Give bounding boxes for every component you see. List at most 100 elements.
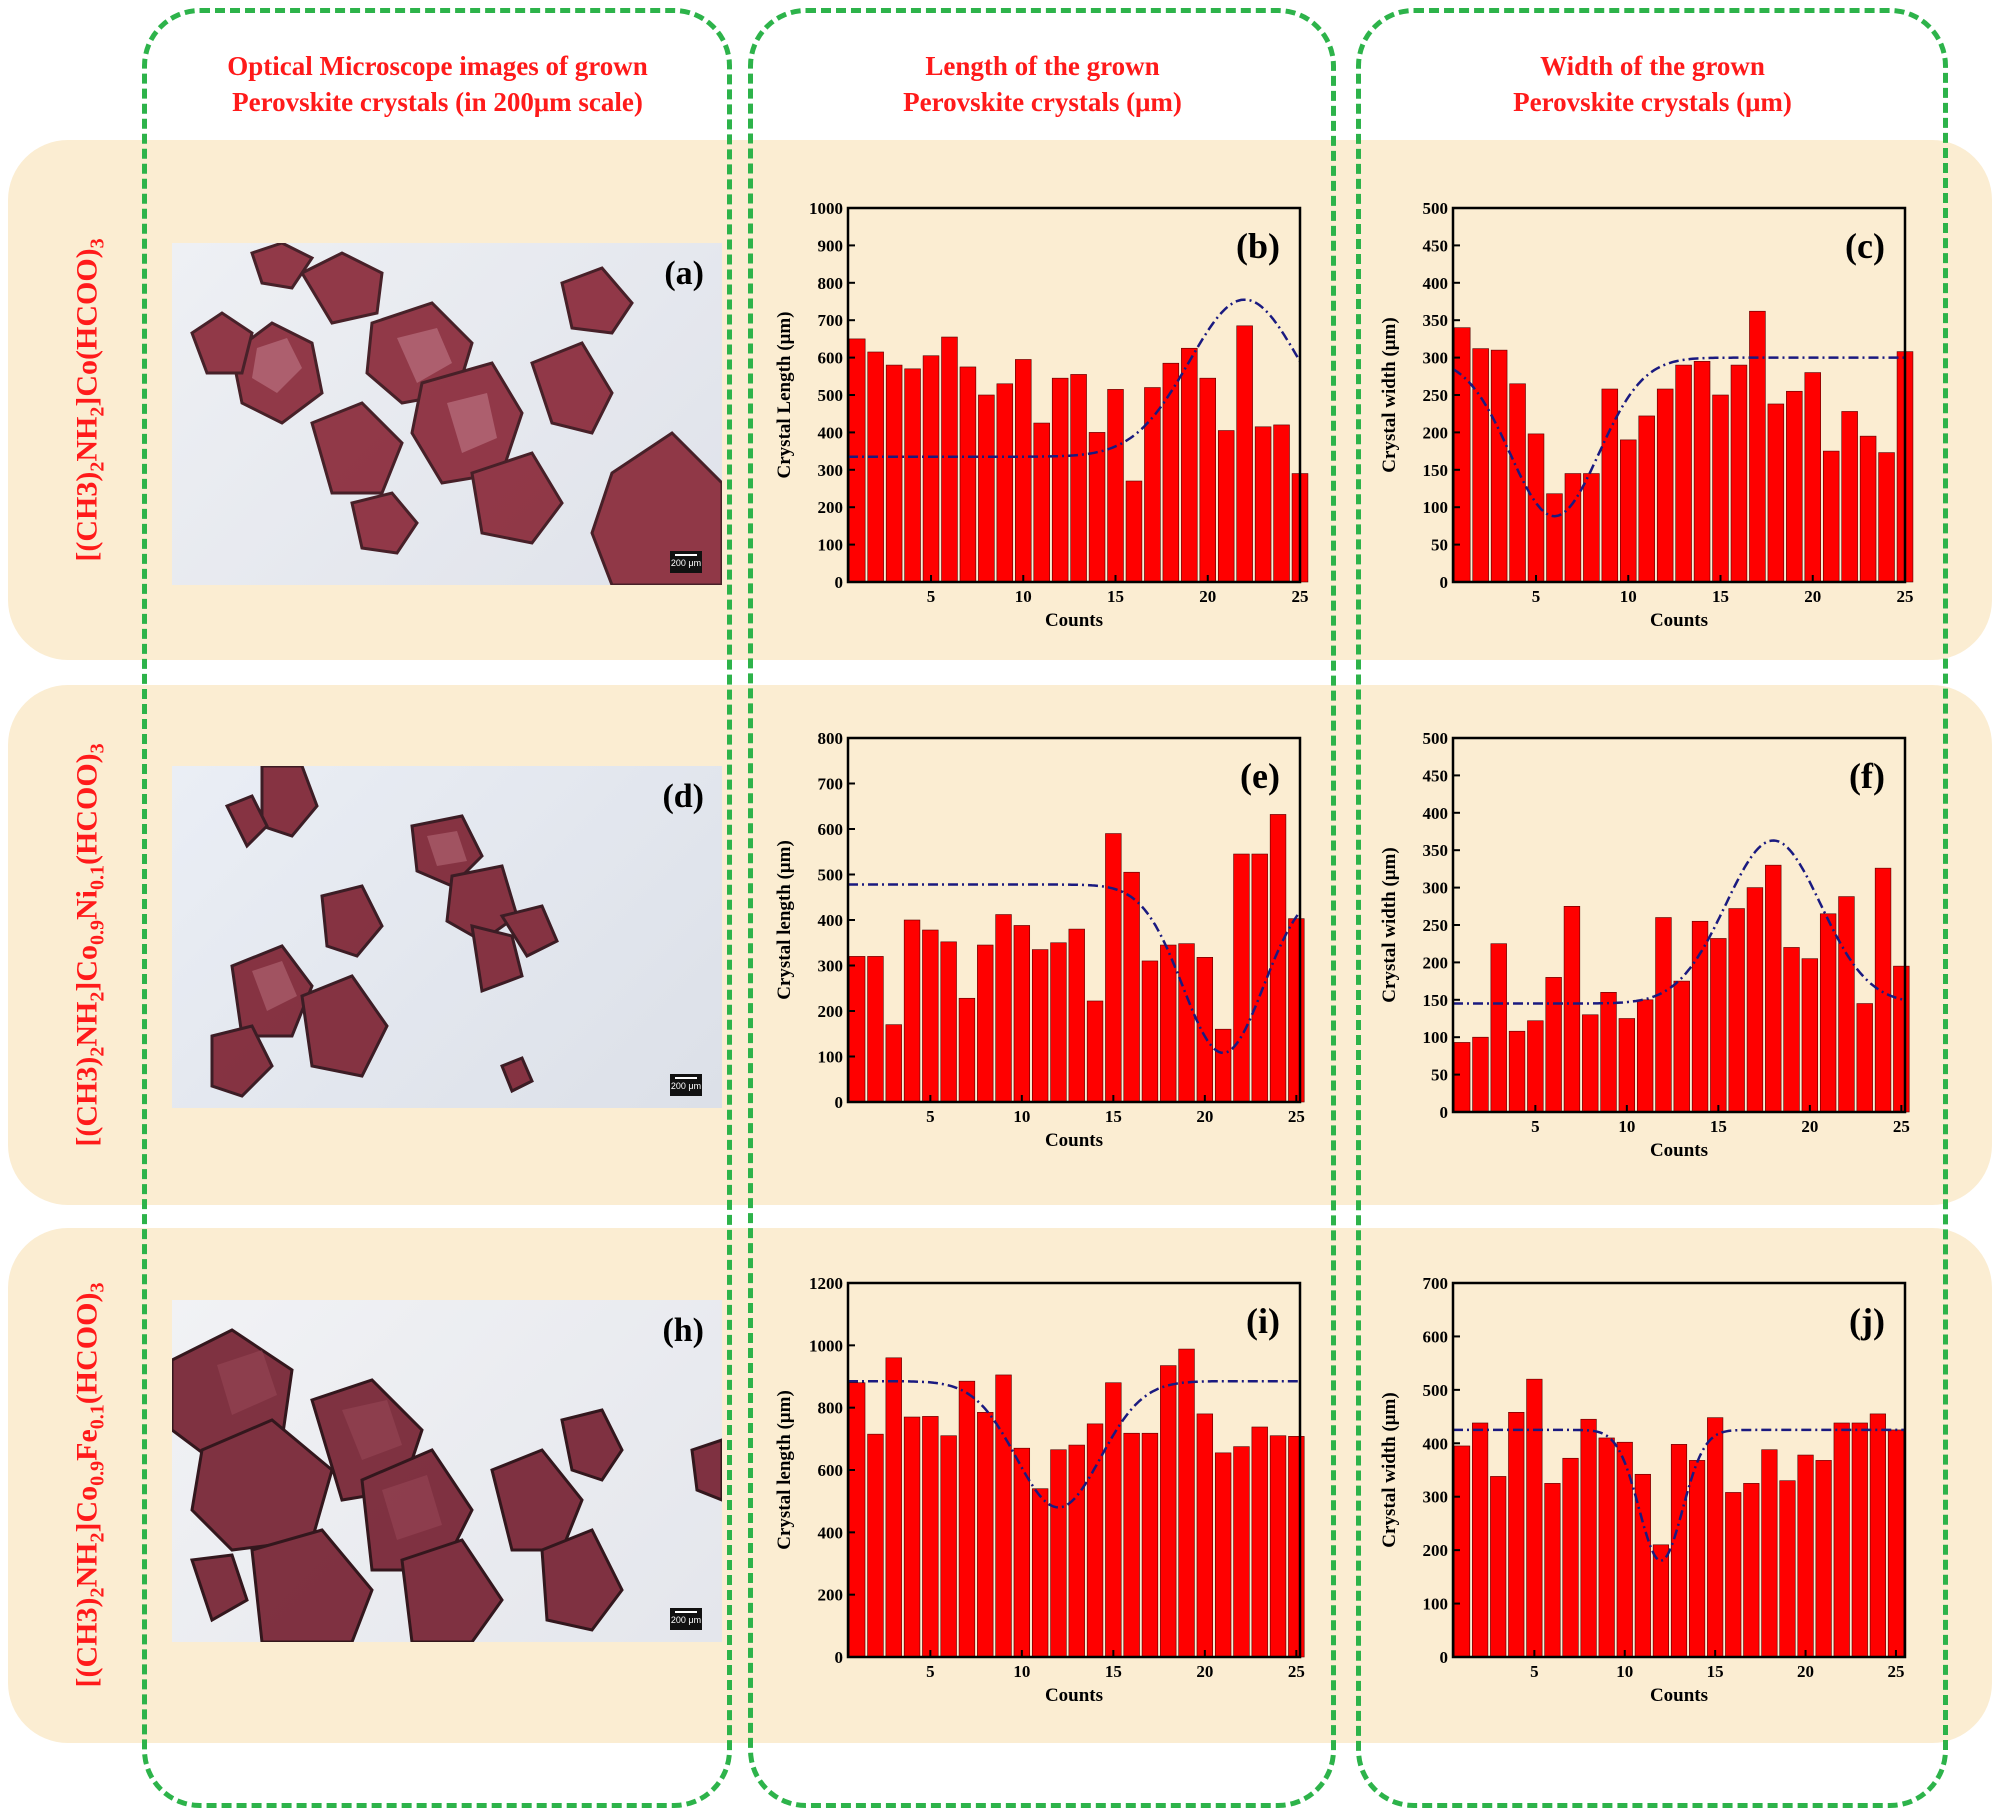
chart-crystal-length-e: 0 100 200 300 400 500 600 700 800 5 10 15 20 25 Counts… bbox=[770, 729, 1310, 1160]
row-label-sub: 0.1 bbox=[86, 1404, 109, 1430]
bar bbox=[995, 914, 1012, 1103]
row-label-sub: 2 bbox=[86, 1532, 109, 1543]
y-tick-label: 300 bbox=[1423, 349, 1449, 368]
x-tick-label: 5 bbox=[927, 587, 936, 606]
chart-svg: 0 50 100 150 200 250 300 350 400 450 500 5 10 15 20 25 C… bbox=[1379, 199, 1914, 631]
y-tick-label: 0 bbox=[835, 1648, 844, 1667]
y-tick-label: 200 bbox=[818, 1586, 844, 1605]
row-label-text: [(CH3) bbox=[70, 471, 104, 562]
row-label-text: ]Co bbox=[70, 1485, 104, 1533]
y-tick-label: 100 bbox=[1423, 498, 1449, 517]
row-label-text: ]Co(HCOO) bbox=[70, 248, 104, 407]
bar bbox=[977, 944, 994, 1103]
panel-tag: (f) bbox=[1849, 756, 1885, 796]
row-label-3: [(CH3)2NH2]Co0.9Fe0.1(HCOO)3 bbox=[50, 1250, 130, 1720]
y-tick-label: 700 bbox=[818, 775, 844, 794]
y-tick-label: 50 bbox=[1431, 1066, 1448, 1085]
bar bbox=[1233, 1446, 1250, 1658]
y-tick-label: 400 bbox=[1423, 804, 1449, 823]
bar bbox=[1086, 1000, 1104, 1103]
bar bbox=[1123, 871, 1140, 1103]
bar bbox=[940, 941, 957, 1103]
bar bbox=[1783, 947, 1800, 1113]
row-label-text: [(CH3) bbox=[70, 1597, 104, 1688]
bar bbox=[922, 929, 939, 1103]
column-title-length: Length of the grown Perovskite crystals … bbox=[755, 48, 1330, 120]
y-tick-label: 100 bbox=[1423, 1028, 1449, 1047]
bar bbox=[867, 956, 884, 1103]
x-tick-label: 5 bbox=[1530, 1662, 1539, 1681]
micrograph-d: (d) 200 μm bbox=[172, 766, 722, 1108]
panel-tag: (h) bbox=[662, 1312, 704, 1349]
y-tick-label: 450 bbox=[1423, 766, 1449, 785]
bar bbox=[1564, 473, 1582, 583]
y-tick-label: 400 bbox=[818, 911, 844, 930]
column-title-line: Perovskite crystals (μm) bbox=[903, 87, 1182, 117]
x-tick-label: 20 bbox=[1199, 587, 1216, 606]
row-label-sub: 3 bbox=[86, 1282, 109, 1293]
row-label-sub: 0.9 bbox=[86, 1460, 109, 1486]
x-tick-label: 15 bbox=[1710, 1117, 1727, 1136]
row-label-text: ]Co bbox=[70, 945, 104, 992]
y-tick-label: 600 bbox=[818, 1461, 844, 1480]
fit-curve bbox=[848, 1379, 1300, 1509]
y-tick-label: 250 bbox=[1423, 386, 1449, 405]
fit-curve bbox=[1453, 839, 1906, 1005]
row-label-1: [(CH3)2NH2]Co(HCOO)3 bbox=[50, 190, 130, 610]
column-title-width: Width of the grown Perovskite crystals (… bbox=[1365, 48, 1940, 120]
bar bbox=[1033, 422, 1050, 583]
y-tick-label: 400 bbox=[1423, 274, 1449, 293]
chart-crystal-length-b: 0 100 200 300 400 500 600 700 800 900 1000 5 10 15 20 2… bbox=[770, 199, 1310, 640]
column-title-images: Optical Microscope images of grown Perov… bbox=[150, 48, 725, 120]
x-tick-label: 20 bbox=[1196, 1662, 1213, 1681]
y-tick-label: 300 bbox=[818, 461, 844, 480]
bar bbox=[1233, 853, 1250, 1103]
bar bbox=[1178, 1348, 1195, 1658]
row-label-text: NH bbox=[70, 1001, 104, 1047]
bar bbox=[1453, 1042, 1471, 1113]
bar bbox=[1050, 942, 1067, 1103]
chart-crystal-length-i: 0 200 400 600 800 1000 1200 5 10 15 20 25 Counts Crys… bbox=[770, 1274, 1310, 1715]
y-tick-label: 200 bbox=[1423, 423, 1449, 442]
bar bbox=[1526, 1378, 1543, 1658]
x-tick-label: 10 bbox=[1616, 1662, 1633, 1681]
chart-svg: 0 100 200 300 400 500 600 700 800 900 1000 5 10 15 20 2… bbox=[774, 199, 1309, 631]
micrograph-h: (h) 200 μm bbox=[172, 1300, 722, 1642]
bar bbox=[1638, 415, 1655, 583]
x-tick-label: 15 bbox=[1107, 587, 1124, 606]
chart-crystal-width-f: 0 50 100 150 200 250 300 350 400 450 500 5 10 15 20 25 C… bbox=[1375, 729, 1915, 1170]
bar bbox=[1618, 1018, 1636, 1113]
bar bbox=[1797, 1454, 1814, 1658]
crystal-cluster-illustration bbox=[172, 1328, 722, 1642]
bar bbox=[1086, 1423, 1104, 1658]
bar bbox=[1199, 377, 1216, 583]
bar bbox=[978, 394, 995, 583]
fit-curve bbox=[1452, 356, 1905, 518]
y-tick-label: 100 bbox=[818, 536, 844, 555]
bar bbox=[1269, 1435, 1287, 1658]
x-tick-label: 20 bbox=[1804, 587, 1821, 606]
bar bbox=[1749, 310, 1766, 583]
x-tick-label: 25 bbox=[1288, 1107, 1305, 1126]
x-axis-label: Counts bbox=[1650, 1685, 1708, 1706]
chart-svg: 0 50 100 150 200 250 300 350 400 450 500 5 10 15 20 25 C… bbox=[1379, 729, 1910, 1161]
bar bbox=[1490, 943, 1507, 1113]
bar bbox=[1636, 999, 1654, 1113]
panel-tag: (a) bbox=[664, 255, 704, 292]
bar bbox=[1013, 925, 1031, 1103]
bar bbox=[1725, 1492, 1742, 1658]
bar bbox=[1527, 1020, 1544, 1113]
bar bbox=[1786, 390, 1803, 583]
bar bbox=[1107, 389, 1124, 583]
bar bbox=[1652, 1544, 1669, 1658]
row-label-sub: 2 bbox=[86, 461, 109, 472]
x-tick-label: 20 bbox=[1801, 1117, 1818, 1136]
bar bbox=[1015, 359, 1032, 583]
x-tick-label: 25 bbox=[1887, 1662, 1904, 1681]
fit-curve bbox=[848, 298, 1302, 458]
bar bbox=[1887, 1429, 1905, 1658]
y-tick-label: 350 bbox=[1423, 841, 1449, 860]
row-label-text: [(CH3) bbox=[70, 1056, 104, 1147]
bar bbox=[1160, 1365, 1177, 1658]
bar bbox=[1141, 960, 1159, 1103]
